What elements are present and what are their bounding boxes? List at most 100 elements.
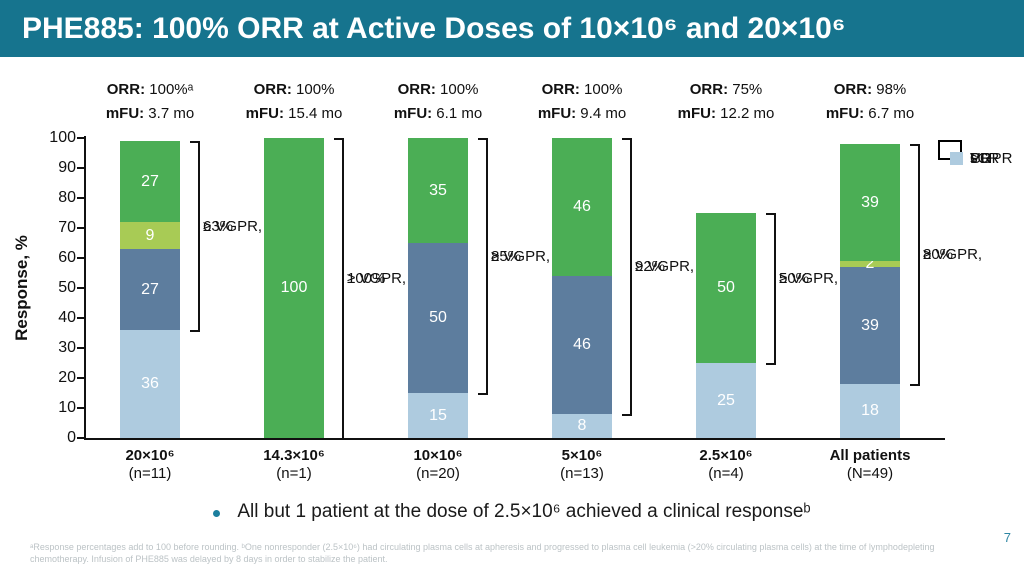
mfu-label: mFU: 3.7 mo: [70, 105, 230, 122]
x-label-n: (n=1): [276, 465, 312, 482]
vgpr-bracket-label-line1: ≥ VGPR,: [491, 247, 551, 265]
y-tick-label: 40: [58, 309, 76, 326]
bar-segment-sCR: [696, 213, 756, 363]
vgpr-bracket: [334, 138, 344, 440]
x-label-dose: 10×10⁶: [413, 447, 463, 464]
mfu-key: mFU:: [677, 105, 716, 122]
x-label-dose: 5×10⁶: [561, 447, 603, 464]
segment-value: 27: [141, 280, 159, 298]
title-bar: PHE885: 100% ORR at Active Doses of 10×1…: [0, 0, 1024, 57]
y-axis-line: [84, 136, 86, 440]
segment-value: 46: [573, 336, 591, 353]
vgpr-bracket-label-line1: ≥ VGPR,: [347, 270, 407, 287]
x-label-dose: 14.3×10⁶: [263, 447, 325, 464]
y-tick-mark: [77, 407, 84, 409]
orr-label: ORR: 100%: [502, 81, 662, 98]
vgpr-bracket-label-line1: ≥ VGPR,: [779, 270, 839, 287]
legend-label: PR: [970, 150, 991, 167]
bar-segment-VGPR: [120, 249, 180, 330]
mfu-key: mFU:: [537, 105, 577, 122]
orr-key: ORR:: [253, 81, 292, 98]
legend-label: VGPR: [970, 150, 1013, 167]
y-tick-mark: [77, 167, 84, 169]
y-tick-label: 70: [58, 219, 76, 236]
segment-value: 35: [429, 181, 447, 199]
bar-segment-PR: [552, 414, 612, 438]
orr-label: ORR: 100%: [358, 81, 518, 98]
legend-label: sCR: [970, 150, 1000, 167]
legend: sCR CR VGPR PR: [938, 140, 1013, 167]
legend-item-PR: PR: [950, 150, 991, 167]
x-label-n: (n=13): [560, 465, 604, 482]
vgpr-bracket-label-line2: 63%: [203, 217, 234, 235]
bar-segment-sCR: [408, 138, 468, 243]
segment-value: 36: [141, 375, 159, 392]
vgpr-bracket-label-line2: 50%: [779, 270, 810, 287]
orr-value: 98%: [872, 81, 907, 98]
bar-segment-VGPR: [408, 243, 468, 393]
slide-title: PHE885: 100% ORR at Active Doses of 10×1…: [22, 12, 846, 45]
vgpr-bracket-label-line2: 80%: [923, 246, 954, 263]
vgpr-bracket: [478, 138, 488, 395]
bar-segment-sCR: [264, 138, 324, 438]
y-tick-label: 0: [67, 429, 76, 446]
y-tick-mark: [77, 437, 84, 439]
bar-segment-sCR: [120, 141, 180, 222]
orr-label: ORR: 100%ᵃ: [70, 81, 230, 98]
mfu-key: mFU:: [105, 105, 145, 122]
segment-value: 15: [429, 406, 447, 424]
orr-value: 100%ᵃ: [145, 81, 194, 98]
y-tick-label: 80: [58, 189, 76, 206]
legend-swatch-PR: [950, 152, 963, 165]
footnote: ᵃResponse percentages add to 100 before …: [30, 542, 935, 564]
segment-value: 100: [280, 279, 308, 296]
vgpr-bracket-label-line1: ≥ VGPR,: [635, 258, 695, 275]
bar-segment-sCR: [840, 144, 900, 261]
y-tick-mark: [77, 377, 84, 379]
y-tick-label: 30: [58, 339, 76, 356]
vgpr-bracket-label-line2: 85%: [491, 247, 522, 265]
mfu-label: mFU: 12.2 mo: [646, 105, 806, 122]
y-tick-label: 100: [49, 129, 76, 146]
x-label-dose: All patients: [829, 447, 911, 464]
orr-value: 100%: [435, 81, 479, 98]
x-label-n: (N=49): [846, 465, 894, 482]
bar-segment-PR: [840, 384, 900, 438]
y-tick-mark: [77, 257, 84, 259]
y-tick-label: 10: [58, 399, 76, 416]
y-tick-mark: [77, 197, 84, 199]
y-tick-label: 60: [58, 249, 76, 266]
vgpr-bracket-label-line2: 100%: [347, 270, 386, 287]
segment-value: 25: [717, 391, 735, 409]
y-tick-label: 20: [58, 369, 76, 386]
segment-value: 39: [861, 193, 879, 211]
orr-key: ORR:: [541, 81, 580, 98]
bar-segment-CR: [120, 222, 180, 249]
y-tick-mark: [77, 287, 84, 289]
vgpr-bracket: [766, 213, 776, 365]
bullet-text: All but 1 patient at the dose of 2.5×10⁶…: [237, 501, 811, 522]
vgpr-bracket-label-line1: ≥ VGPR,: [923, 246, 983, 263]
mfu-key: mFU:: [245, 105, 284, 122]
x-label-n: (n=4): [708, 465, 744, 482]
orr-value: 75%: [728, 81, 763, 98]
y-tick-mark: [77, 137, 84, 139]
orr-key: ORR:: [833, 81, 873, 98]
y-tick-mark: [77, 227, 84, 229]
y-tick-mark: [77, 347, 84, 349]
mfu-label: mFU: 15.4 mo: [214, 105, 374, 122]
segment-value: 8: [577, 417, 587, 434]
x-axis-line: [84, 438, 945, 440]
bar-segment-sCR: [552, 138, 612, 276]
segment-value: 9: [145, 226, 155, 244]
mfu-label: mFU: 9.4 mo: [502, 105, 662, 122]
orr-value: 100%: [291, 81, 335, 98]
bar-segment-VGPR: [840, 267, 900, 384]
vgpr-bracket: [190, 141, 200, 332]
orr-label: ORR: 75%: [646, 81, 806, 98]
bar-segment-PR: [120, 330, 180, 438]
page-number: 7: [1003, 530, 1011, 545]
mfu-value: 3.7 mo: [144, 105, 195, 122]
bar-segment-VGPR: [552, 276, 612, 414]
